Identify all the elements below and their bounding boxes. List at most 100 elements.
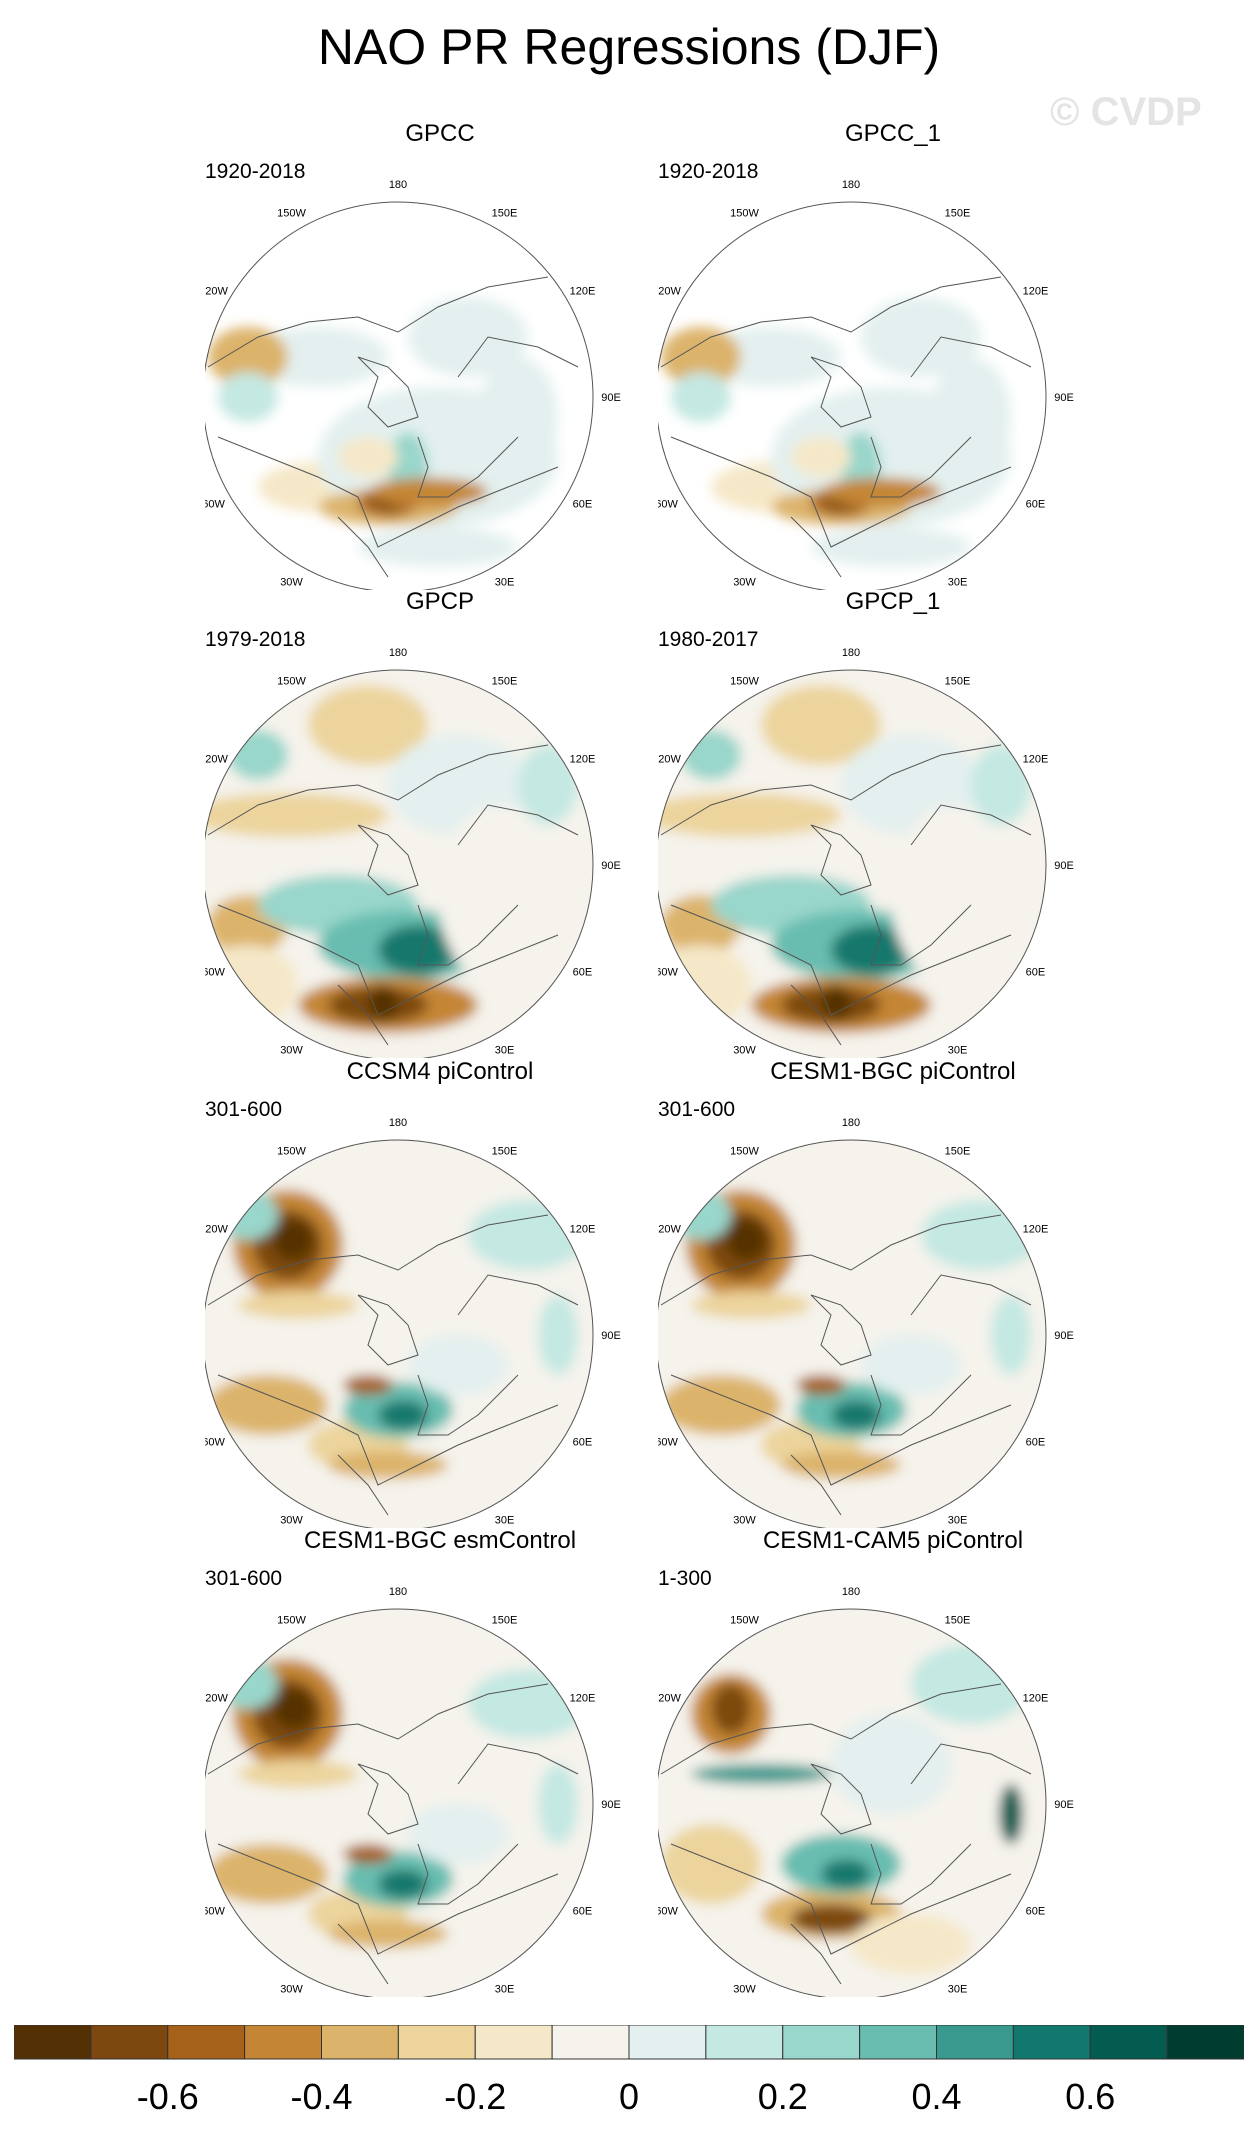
longitude-label: 30E (948, 1514, 968, 1526)
longitude-label: 150W (277, 208, 306, 220)
longitude-label: 90E (601, 860, 621, 872)
contour-region (971, 745, 1031, 825)
longitude-label: 60E (1026, 967, 1046, 979)
contour-region (328, 1920, 448, 1948)
map-outline (658, 201, 1047, 590)
contour-region (308, 685, 428, 765)
coastline (910, 1743, 1032, 1785)
contour-region (891, 805, 1011, 985)
map-panel: CESM1-BGC piControl180150E120E90E60E30E0… (658, 1058, 1128, 1528)
coastline (457, 804, 579, 846)
contour-region (661, 327, 741, 387)
contour-region (991, 1295, 1031, 1375)
longitude-label: 120E (570, 1224, 596, 1236)
panel-title: GPCC_1 (844, 120, 942, 147)
contour-region (238, 1760, 358, 1788)
coastline (660, 276, 1002, 368)
period-label: 1920-2018 (205, 160, 306, 183)
longitude-label: 150E (945, 208, 971, 220)
longitude-label: 150E (945, 1146, 971, 1158)
colorbar-tick-label: 0 (619, 2076, 639, 2117)
contour-region (205, 793, 388, 837)
colorbar-swatch (1012, 2025, 1091, 2060)
contour-region (781, 1451, 901, 1479)
coastline (790, 1923, 842, 1985)
contour-region (791, 437, 851, 477)
coastline (790, 516, 842, 578)
longitude-label: 120E (570, 286, 596, 298)
coastline (417, 1843, 519, 1905)
panel-title: GPCC (405, 120, 475, 147)
coastline (810, 356, 872, 428)
longitude-label: 180 (389, 647, 407, 659)
map-outline (658, 1139, 1047, 1528)
colorbar-tick-label: -0.6 (137, 2076, 199, 2117)
coastline (810, 1763, 872, 1835)
coastline (670, 1374, 1012, 1486)
contour-region (831, 1400, 881, 1430)
longitude-label: 60E (573, 967, 593, 979)
contour-region (408, 1335, 508, 1395)
polar-map: 180150E120E90E60E30E030W60W90W120W150W (658, 1117, 1074, 1528)
contour-region (691, 1764, 831, 1784)
panel-title: CESM1-CAM5 piControl (762, 1527, 1024, 1554)
coastline (870, 1374, 972, 1436)
contour-region (408, 297, 528, 377)
contour-region (273, 1689, 313, 1729)
contour-region (378, 1869, 428, 1899)
panel-title: CESM1-BGC esmControl (303, 1527, 577, 1554)
longitude-label: 120E (1023, 1224, 1049, 1236)
period-label: 1-300 (658, 1567, 712, 1590)
polar-map: 180150E120E90E60E30E030W60W90W120W150W (205, 179, 621, 590)
contour-region (861, 297, 981, 377)
colorbar-swatch (551, 2025, 630, 2060)
coastline (417, 904, 519, 966)
contour-region (338, 437, 398, 477)
longitude-label: 150E (492, 208, 518, 220)
longitude-label: 60W (205, 499, 225, 511)
colorbar-swatch (859, 2025, 937, 2060)
longitude-label: 120W (658, 754, 682, 766)
longitude-label: 90E (601, 1799, 621, 1811)
longitude-label: 120W (205, 1693, 229, 1705)
coastline (910, 1274, 1032, 1316)
colorbar-swatch (244, 2025, 322, 2060)
coastline (660, 1683, 1002, 1775)
colorbar-swatch (90, 2025, 169, 2060)
longitude-label: 60E (1026, 1906, 1046, 1918)
longitude-label: 150W (730, 208, 759, 220)
longitude-label: 120W (658, 286, 682, 298)
longitude-label: 30E (948, 576, 968, 588)
map-outline (658, 669, 1047, 1058)
colorbar: -0.6 -0.4 -0.2 0 0.2 0.4 0.6 (14, 2025, 1244, 2117)
contour-region (208, 1375, 328, 1435)
coastline (217, 1374, 559, 1486)
coastline (417, 1374, 519, 1436)
longitude-label: 120W (658, 1693, 682, 1705)
period-label: 301-600 (658, 1098, 736, 1121)
map-outline (658, 1608, 1047, 1997)
longitude-label: 90E (601, 1330, 621, 1342)
map-panel: GPCP180150E120E90E60E30E030W60W90W120W15… (205, 588, 675, 1058)
longitude-label: 60W (205, 1437, 225, 1449)
contour-region (661, 1824, 761, 1904)
longitude-label: 60E (573, 1906, 593, 1918)
longitude-label: 150W (730, 1146, 759, 1158)
coastline (217, 1843, 559, 1955)
coastline (217, 436, 559, 548)
longitude-label: 90E (601, 392, 621, 404)
coastline (357, 1294, 419, 1366)
coastline (790, 984, 842, 1046)
contour-region (821, 1859, 871, 1889)
coastline (417, 436, 519, 498)
longitude-label: 150E (945, 1615, 971, 1627)
longitude-label: 30E (495, 576, 515, 588)
panel-title: GPCP (405, 588, 474, 615)
contour-region (671, 372, 731, 422)
longitude-label: 120E (1023, 1693, 1049, 1705)
longitude-label: 30W (280, 576, 303, 588)
contour-region (358, 527, 518, 567)
coastline (207, 1214, 549, 1306)
coastline (670, 436, 1012, 548)
colorbar-tick-label: 0.2 (758, 2076, 808, 2117)
